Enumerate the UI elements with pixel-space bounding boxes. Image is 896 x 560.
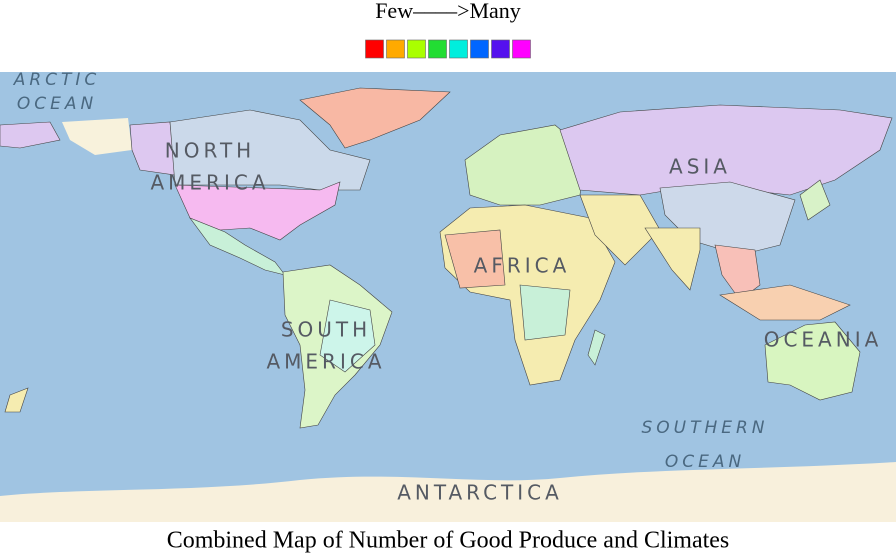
- legend-swatch: [428, 39, 447, 59]
- land: [319, 299, 376, 373]
- land: [519, 284, 571, 341]
- map-label: ARCTIC: [13, 70, 101, 90]
- map-label: AMERICA: [150, 171, 269, 195]
- land: [299, 87, 451, 149]
- land: [587, 329, 606, 366]
- map-label: AMERICA: [266, 350, 385, 374]
- land: [764, 321, 861, 401]
- legend-swatch: [407, 39, 426, 59]
- map-labels: ARCTIC OCEAN NORTH AMERICA ASIA AFRICA SOUTH AM…: [13, 70, 883, 505]
- map: ARCTIC OCEAN NORTH AMERICA ASIA AFRICA SOUTH AM…: [0, 70, 896, 522]
- legend-swatch: [365, 39, 384, 59]
- legend-swatch: [449, 39, 468, 59]
- legend-swatch: [470, 39, 489, 59]
- legend: [365, 39, 531, 59]
- land: [444, 229, 506, 289]
- map-label: AFRICA: [474, 254, 571, 278]
- land: [799, 179, 831, 221]
- land: [579, 194, 661, 266]
- map-label: SOUTH: [281, 318, 371, 342]
- map-label: NORTH: [165, 139, 255, 163]
- map-label: SOUTHERN: [641, 418, 768, 438]
- land: [129, 121, 176, 176]
- land: [644, 227, 701, 291]
- map-label: OCEAN: [17, 94, 97, 114]
- legend-swatch: [491, 39, 510, 59]
- map-label: OCEANIA: [764, 328, 883, 352]
- land: [0, 121, 61, 149]
- legend-swatch: [512, 39, 531, 59]
- land: [719, 284, 851, 321]
- land: [4, 387, 29, 413]
- antarctica: [0, 462, 896, 522]
- map-label: ASIA: [669, 155, 731, 179]
- legend-title: Few––––>Many: [375, 0, 521, 23]
- ice: [62, 118, 132, 155]
- map-label: ANTARCTICA: [397, 481, 563, 505]
- legend-swatch: [386, 39, 405, 59]
- land: [169, 109, 371, 191]
- land: [559, 104, 893, 196]
- map-label: OCEAN: [665, 452, 745, 472]
- caption: Combined Map of Number of Good Produce a…: [167, 528, 730, 554]
